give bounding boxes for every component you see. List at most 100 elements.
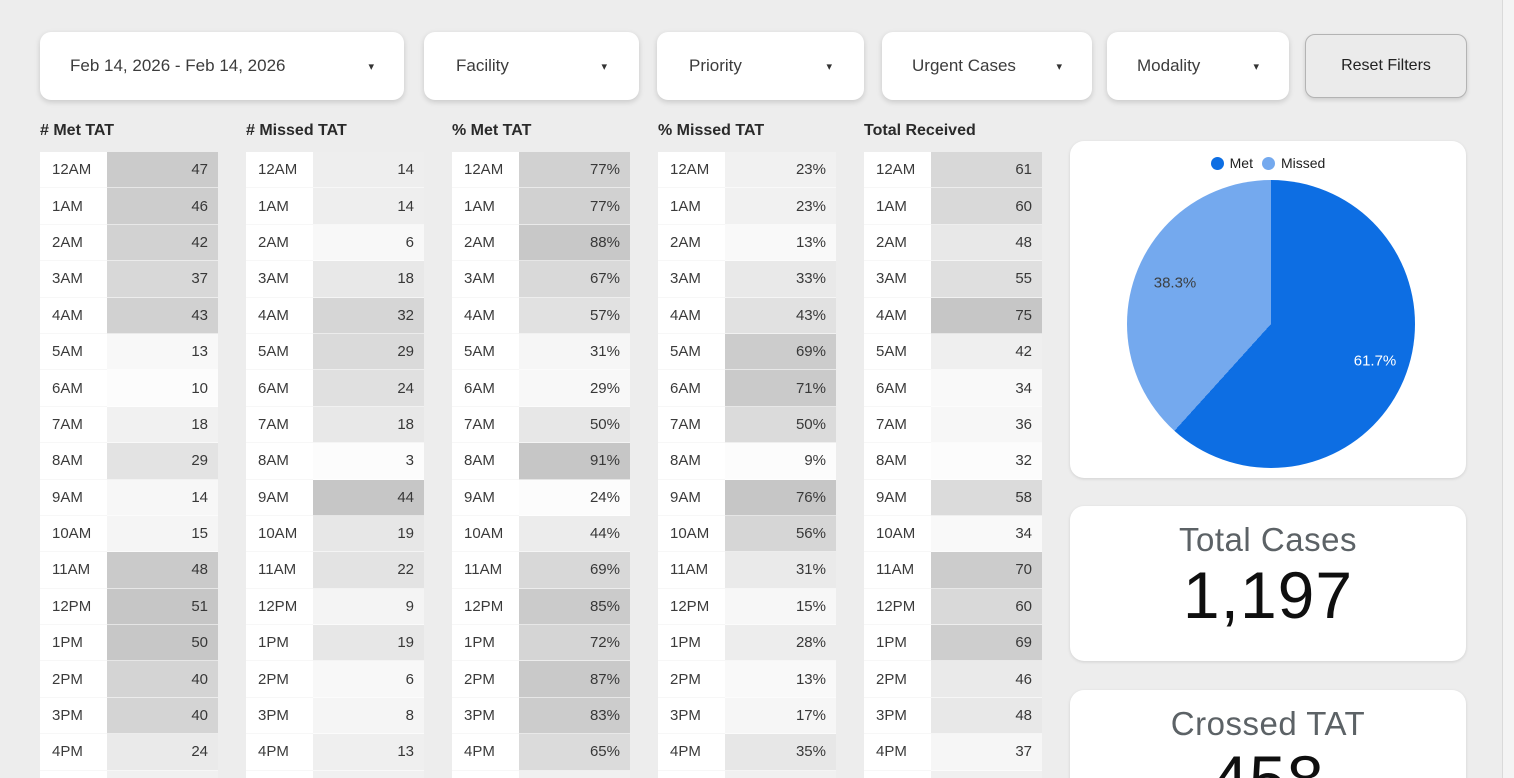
scrollbar[interactable] <box>1502 0 1514 778</box>
table-row: 1AM 46 <box>40 188 218 225</box>
table-row: 2AM 88% <box>452 224 630 262</box>
pie-label-missed: 38.3% <box>1153 274 1197 292</box>
table-row: 7AM 50% <box>658 406 836 444</box>
table-row: 6AM 71% <box>658 370 836 407</box>
row-hour-label: 2AM <box>658 224 725 262</box>
row-value-cell: 43% <box>725 297 836 334</box>
row-hour-label <box>40 770 107 778</box>
row-value-cell: 29% <box>519 370 630 407</box>
row-hour-label: 7AM <box>452 406 519 444</box>
pie-label-met: 61.7% <box>1353 352 1397 370</box>
total-cases-card: Total Cases 1,197 <box>1070 506 1466 661</box>
table-row: 12AM 23% <box>658 152 836 189</box>
table-row: 3PM 40 <box>40 697 218 735</box>
row-value-cell: 13% <box>725 661 836 698</box>
row-value-cell: 24 <box>107 734 218 771</box>
table-row: 10AM 56% <box>658 515 836 553</box>
row-hour-label: 7AM <box>40 406 107 444</box>
table-row: 10AM 34 <box>864 515 1042 553</box>
row-value-cell: 6 <box>313 224 424 262</box>
row-value-cell: 44% <box>519 515 630 553</box>
table-row: 1AM 23% <box>658 188 836 225</box>
date-range-filter[interactable]: Feb 14, 2026 - Feb 14, 2026 ▾ <box>40 32 404 100</box>
row-hour-label: 8AM <box>246 443 313 480</box>
row-hour-label: 12AM <box>246 152 313 189</box>
row-hour-label: 1PM <box>658 625 725 662</box>
row-value-cell: 19 <box>313 625 424 662</box>
row-value-cell: 34 <box>931 370 1042 407</box>
table-row: 2AM 13% <box>658 224 836 262</box>
table-met-tat: # Met TAT 12AM 47 1AM 46 2AM 42 3AM 37 4AM 43 5AM 1… <box>40 122 218 778</box>
table-row: 9AM 76% <box>658 479 836 516</box>
table-row-partial <box>452 770 630 778</box>
table-row: 1PM 28% <box>658 625 836 662</box>
table-row: 12AM 47 <box>40 152 218 189</box>
modality-filter[interactable]: Modality ▾ <box>1107 32 1289 100</box>
row-hour-label: 4PM <box>40 734 107 771</box>
row-hour-label: 12PM <box>246 588 313 626</box>
row-value-cell: 34 <box>931 515 1042 553</box>
row-hour-label: 4AM <box>864 297 931 334</box>
row-hour-label: 3PM <box>246 697 313 735</box>
row-hour-label: 1AM <box>864 188 931 225</box>
table-row: 3AM 18 <box>246 261 424 298</box>
modality-filter-label: Modality <box>1137 56 1201 75</box>
facility-filter[interactable]: Facility ▾ <box>424 32 639 100</box>
priority-filter[interactable]: Priority ▾ <box>657 32 864 100</box>
row-hour-label: 2AM <box>246 224 313 262</box>
table-row: 3PM 83% <box>452 697 630 735</box>
row-value-cell: 15% <box>725 588 836 626</box>
row-value-cell: 29 <box>107 443 218 480</box>
row-hour-label: 11AM <box>452 552 519 589</box>
row-hour-label: 2PM <box>452 661 519 698</box>
table-row: 9AM 58 <box>864 479 1042 516</box>
chevron-down-icon: ▾ <box>368 60 374 73</box>
table-row: 1AM 60 <box>864 188 1042 225</box>
row-hour-label: 11AM <box>658 552 725 589</box>
table-row: 12AM 77% <box>452 152 630 189</box>
row-value-cell: 67% <box>519 261 630 298</box>
table-row: 3AM 37 <box>40 261 218 298</box>
row-hour-label <box>246 770 313 778</box>
chevron-down-icon: ▾ <box>1253 60 1259 73</box>
table-body: 12AM 23% 1AM 23% 2AM 13% 3AM 33% 4AM 43% 5AM 69% 6AM… <box>658 152 836 778</box>
table-row: 2PM 40 <box>40 661 218 698</box>
facility-filter-label: Facility <box>456 56 509 75</box>
row-hour-label: 3PM <box>40 697 107 735</box>
row-hour-label: 5AM <box>452 333 519 371</box>
crossed-tat-value: 458 <box>1070 746 1466 778</box>
table-row: 2AM 48 <box>864 224 1042 262</box>
table-row: 2PM 13% <box>658 661 836 698</box>
table-row: 4PM 35% <box>658 734 836 771</box>
row-hour-label: 4AM <box>40 297 107 334</box>
row-value-cell: 37 <box>931 734 1042 771</box>
pie-chart[interactable] <box>1127 180 1415 468</box>
row-hour-label: 12AM <box>864 152 931 189</box>
row-hour-label <box>864 770 931 778</box>
row-value-cell: 55 <box>931 261 1042 298</box>
row-hour-label: 8AM <box>864 443 931 480</box>
row-value-cell: 76% <box>725 479 836 516</box>
legend-dot-missed-icon <box>1261 156 1275 170</box>
row-hour-label: 4PM <box>246 734 313 771</box>
row-value-cell: 57% <box>519 297 630 334</box>
priority-filter-label: Priority <box>689 56 742 75</box>
table-row: 12PM 9 <box>246 588 424 626</box>
table-row: 2AM 6 <box>246 224 424 262</box>
table-row: 4AM 43 <box>40 297 218 334</box>
row-value-cell: 13 <box>313 734 424 771</box>
row-hour-label: 1PM <box>246 625 313 662</box>
row-value-cell: 14 <box>107 479 218 516</box>
row-hour-label: 2AM <box>40 224 107 262</box>
table-row: 5AM 42 <box>864 333 1042 371</box>
row-hour-label: 4AM <box>452 297 519 334</box>
row-value-cell: 35% <box>725 734 836 771</box>
row-hour-label: 8AM <box>40 443 107 480</box>
row-value-cell: 18 <box>313 261 424 298</box>
row-value-cell: 32 <box>313 297 424 334</box>
row-value-cell: 88% <box>519 224 630 262</box>
reset-filters-button[interactable]: Reset Filters <box>1305 34 1467 98</box>
row-hour-label: 9AM <box>246 479 313 516</box>
row-hour-label: 7AM <box>658 406 725 444</box>
urgent-cases-filter[interactable]: Urgent Cases ▾ <box>882 32 1092 100</box>
